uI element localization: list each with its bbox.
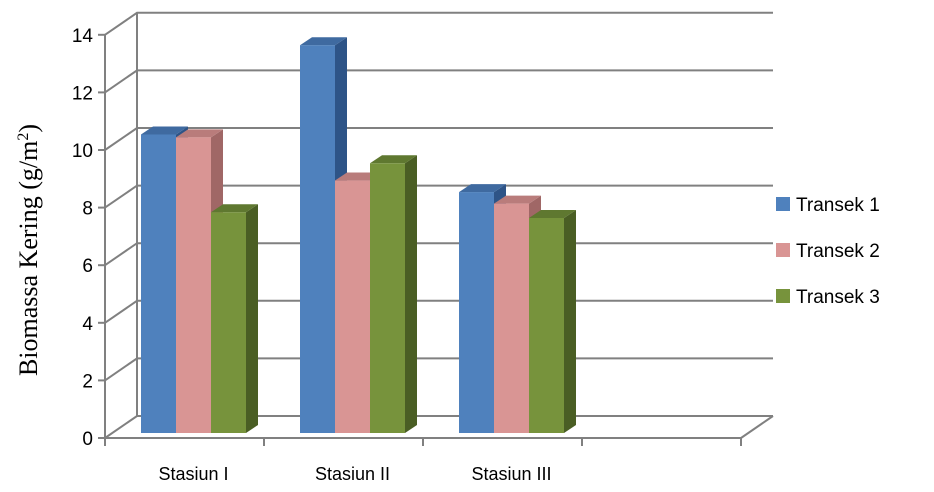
bar-front	[459, 192, 494, 433]
legend: Transek 1 Transek 2 Transek 3	[776, 195, 880, 308]
bar-side	[246, 204, 258, 433]
legend-swatch	[776, 243, 790, 257]
y-tick-label: 14	[72, 26, 94, 47]
bar-side	[564, 210, 576, 433]
bar	[370, 155, 417, 433]
y-tick-label: 0	[82, 429, 93, 450]
x-tick-label: Stasiun I	[158, 464, 228, 484]
bar-front	[300, 45, 335, 433]
legend-label: Transek 3	[796, 287, 880, 308]
y-axis-label-main: Biomassa Kering (g/m	[14, 141, 43, 376]
legend-swatch	[776, 289, 790, 303]
bar-top	[176, 129, 223, 138]
bar-front	[370, 163, 405, 433]
bar-top	[370, 155, 417, 164]
legend-item: Transek 3	[776, 287, 880, 308]
x-tick-labels: Stasiun I Stasiun II Stasiun III	[158, 464, 551, 484]
x-tick-label: Stasiun II	[315, 464, 390, 484]
y-tick-labels: 0 2 4 6 8 10 12 14	[72, 26, 94, 450]
y-axis-label-superscript: 2	[15, 133, 32, 141]
legend-label: Transek 1	[796, 195, 880, 216]
y-tick-label: 10	[72, 141, 93, 162]
legend-swatch	[776, 197, 790, 211]
bar-front	[529, 218, 564, 433]
legend-label: Transek 2	[796, 241, 880, 262]
bar-front	[494, 203, 529, 433]
gridline	[104, 69, 773, 94]
bar-top	[529, 210, 576, 218]
bar-front	[335, 180, 370, 433]
y-tick-label: 8	[82, 199, 93, 220]
axes	[98, 12, 774, 446]
y-tick-label: 2	[82, 371, 93, 392]
bar-top	[494, 195, 541, 204]
y-tick-label: 12	[72, 83, 93, 104]
y-axis-label: Biomassa Kering (g/m2)	[14, 124, 43, 376]
x-tick-label: Stasiun III	[471, 464, 551, 484]
bar-top	[141, 126, 188, 135]
bar	[211, 204, 258, 433]
bars	[141, 37, 576, 434]
gridline	[104, 11, 773, 36]
floor-edge	[740, 415, 774, 439]
legend-item: Transek 2	[776, 241, 880, 262]
y-tick-label: 6	[82, 256, 93, 277]
bar-front	[176, 137, 211, 434]
bar-top	[300, 37, 347, 46]
bar-side	[405, 155, 417, 433]
bar-top	[211, 204, 258, 213]
bar-top	[459, 184, 506, 193]
legend-item: Transek 1	[776, 195, 880, 216]
bar	[529, 210, 576, 433]
y-tick-label: 4	[82, 314, 93, 335]
bar-front	[211, 212, 246, 433]
bar-front	[141, 134, 176, 434]
y-axis-label-close: )	[14, 124, 43, 133]
